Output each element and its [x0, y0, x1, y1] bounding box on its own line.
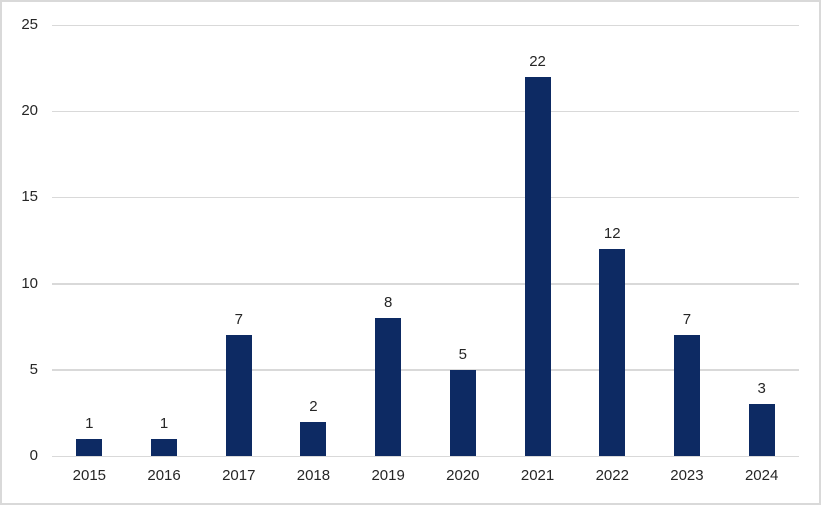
y-axis-tick-label: 0 [29, 447, 38, 464]
bar-value-label: 8 [383, 294, 393, 312]
x-axis-tick-label: 2021 [520, 467, 555, 484]
bar-2016 [151, 438, 178, 456]
bar-2015 [76, 438, 103, 456]
bar-2024 [748, 404, 775, 456]
gridline [52, 455, 799, 457]
bar-2022 [599, 249, 626, 456]
bar-value-label: 1 [159, 414, 169, 432]
bar-value-label: 7 [234, 311, 243, 329]
bar-value-label: 7 [682, 311, 692, 329]
bar-value-label: 3 [757, 380, 766, 398]
x-axis-tick-label: 2022 [595, 467, 629, 484]
x-axis-tick-label: 2016 [147, 467, 181, 484]
bar-value-label: 5 [458, 345, 468, 363]
bar-value-label: 1 [85, 414, 94, 432]
bar-value-label: 22 [529, 52, 546, 70]
y-axis-tick-label: 20 [21, 102, 38, 120]
x-axis-tick-label: 2018 [296, 467, 331, 484]
bar-2019 [375, 318, 402, 456]
gridline [52, 110, 799, 113]
bar-2018 [300, 421, 327, 456]
gridline [52, 24, 799, 26]
gridline [52, 283, 799, 285]
x-axis-tick-label: 2023 [670, 467, 704, 484]
x-axis-tick-label: 2017 [222, 467, 256, 484]
plot-area: 1 1 7 2 8 5 22 12 7 3 [52, 24, 799, 457]
bar-2023 [673, 335, 700, 456]
y-axis-tick-label: 25 [21, 16, 38, 33]
bar-2017 [225, 335, 252, 456]
y-axis-tick-label: 5 [29, 360, 38, 378]
bar-2020 [449, 369, 476, 456]
gridline [52, 369, 799, 371]
x-axis-tick-label: 2019 [371, 467, 405, 484]
x-axis-tick-label: 2015 [72, 467, 107, 484]
y-axis-tick-label: 10 [21, 274, 38, 292]
bar-value-label: 12 [603, 225, 621, 243]
gridline [52, 196, 799, 199]
x-axis-tick-label: 2020 [446, 467, 480, 484]
bar-2021 [524, 76, 551, 456]
bar-value-label: 2 [309, 397, 318, 415]
y-axis-tick-label: 15 [21, 188, 38, 206]
x-axis-tick-label: 2024 [744, 467, 779, 484]
